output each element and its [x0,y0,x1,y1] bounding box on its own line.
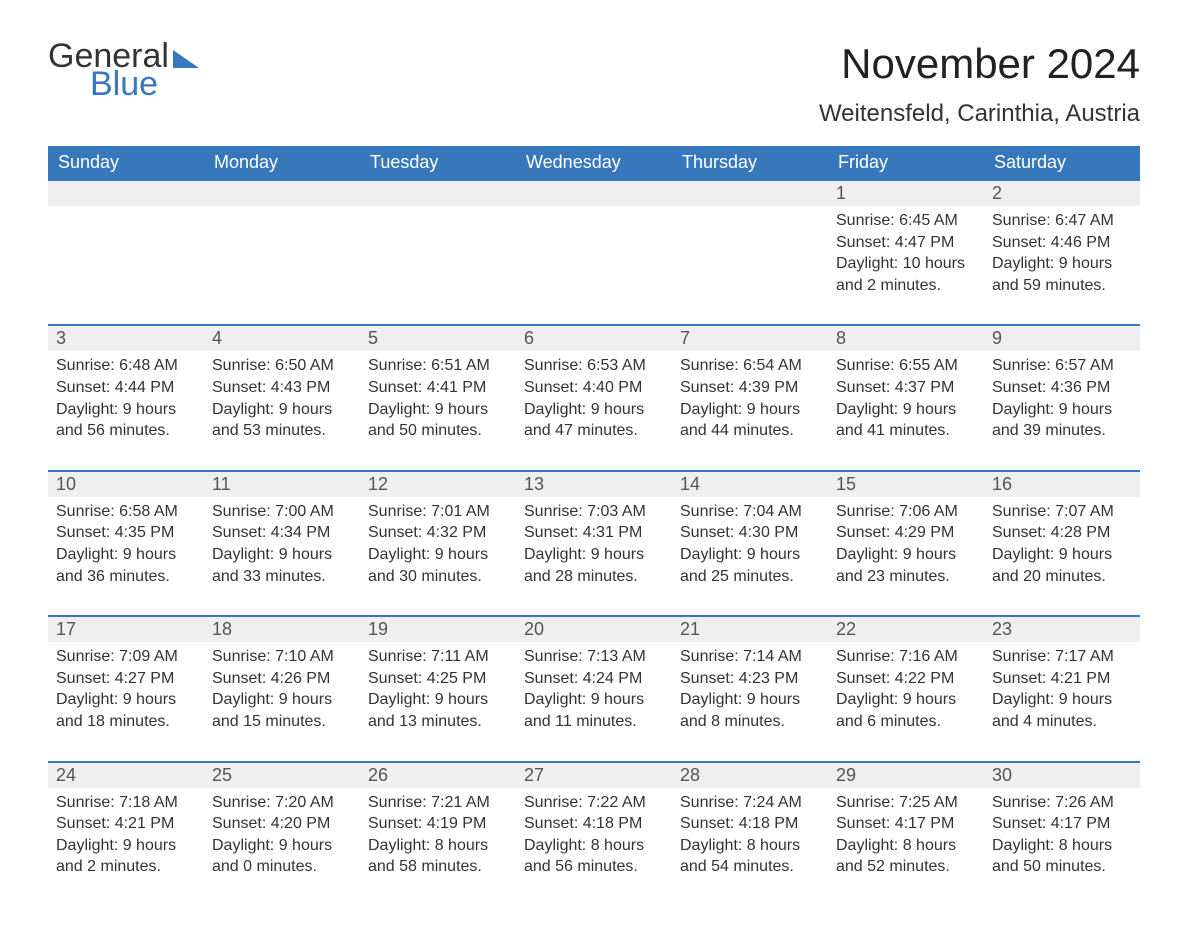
day-number: 6 [516,325,672,351]
day-detail: Sunrise: 7:03 AMSunset: 4:31 PMDaylight:… [516,497,672,616]
day-detail: Sunrise: 6:57 AMSunset: 4:36 PMDaylight:… [984,351,1140,470]
day-detail: Sunrise: 7:24 AMSunset: 4:18 PMDaylight:… [672,788,828,906]
day-number-row: 10111213141516 [48,471,1140,497]
empty-cell [48,206,204,325]
day-detail: Sunrise: 7:18 AMSunset: 4:21 PMDaylight:… [48,788,204,906]
day-number: 13 [516,471,672,497]
day-detail-row: Sunrise: 7:18 AMSunset: 4:21 PMDaylight:… [48,788,1140,906]
day-number: 24 [48,762,204,788]
day-number: 22 [828,616,984,642]
day-detail: Sunrise: 7:04 AMSunset: 4:30 PMDaylight:… [672,497,828,616]
day-detail: Sunrise: 6:51 AMSunset: 4:41 PMDaylight:… [360,351,516,470]
day-detail: Sunrise: 7:00 AMSunset: 4:34 PMDaylight:… [204,497,360,616]
empty-cell [204,206,360,325]
day-detail-row: Sunrise: 7:09 AMSunset: 4:27 PMDaylight:… [48,642,1140,761]
day-detail: Sunrise: 6:55 AMSunset: 4:37 PMDaylight:… [828,351,984,470]
header: General Blue November 2024 Weitensfeld, … [48,40,1140,128]
day-detail: Sunrise: 7:20 AMSunset: 4:20 PMDaylight:… [204,788,360,906]
day-number: 3 [48,325,204,351]
day-detail: Sunrise: 7:14 AMSunset: 4:23 PMDaylight:… [672,642,828,761]
day-detail: Sunrise: 6:50 AMSunset: 4:43 PMDaylight:… [204,351,360,470]
day-number: 18 [204,616,360,642]
day-number: 26 [360,762,516,788]
empty-cell [516,180,672,206]
day-number: 11 [204,471,360,497]
day-header-row: SundayMondayTuesdayWednesdayThursdayFrid… [48,146,1140,180]
empty-cell [672,180,828,206]
day-header: Wednesday [516,146,672,180]
day-number: 17 [48,616,204,642]
day-header: Monday [204,146,360,180]
day-number: 10 [48,471,204,497]
day-number: 2 [984,180,1140,206]
day-detail-row: Sunrise: 6:48 AMSunset: 4:44 PMDaylight:… [48,351,1140,470]
empty-cell [360,206,516,325]
day-number: 20 [516,616,672,642]
day-detail: Sunrise: 7:01 AMSunset: 4:32 PMDaylight:… [360,497,516,616]
day-detail: Sunrise: 7:25 AMSunset: 4:17 PMDaylight:… [828,788,984,906]
day-number: 12 [360,471,516,497]
day-detail: Sunrise: 7:13 AMSunset: 4:24 PMDaylight:… [516,642,672,761]
day-detail-row: Sunrise: 6:45 AMSunset: 4:47 PMDaylight:… [48,206,1140,325]
day-detail: Sunrise: 7:10 AMSunset: 4:26 PMDaylight:… [204,642,360,761]
day-detail: Sunrise: 6:58 AMSunset: 4:35 PMDaylight:… [48,497,204,616]
day-detail: Sunrise: 7:06 AMSunset: 4:29 PMDaylight:… [828,497,984,616]
day-number-row: 24252627282930 [48,762,1140,788]
day-detail: Sunrise: 7:17 AMSunset: 4:21 PMDaylight:… [984,642,1140,761]
day-number: 19 [360,616,516,642]
day-number: 30 [984,762,1140,788]
day-header: Sunday [48,146,204,180]
day-detail: Sunrise: 6:47 AMSunset: 4:46 PMDaylight:… [984,206,1140,325]
day-number: 16 [984,471,1140,497]
empty-cell [516,206,672,325]
location: Weitensfeld, Carinthia, Austria [819,100,1140,128]
day-number: 7 [672,325,828,351]
calendar-table: SundayMondayTuesdayWednesdayThursdayFrid… [48,146,1140,906]
day-header: Thursday [672,146,828,180]
month-title: November 2024 [819,40,1140,88]
empty-cell [672,206,828,325]
day-detail: Sunrise: 6:45 AMSunset: 4:47 PMDaylight:… [828,206,984,325]
day-detail: Sunrise: 7:22 AMSunset: 4:18 PMDaylight:… [516,788,672,906]
day-detail: Sunrise: 7:21 AMSunset: 4:19 PMDaylight:… [360,788,516,906]
day-number: 27 [516,762,672,788]
day-detail: Sunrise: 7:16 AMSunset: 4:22 PMDaylight:… [828,642,984,761]
day-number: 8 [828,325,984,351]
day-number: 28 [672,762,828,788]
day-detail: Sunrise: 6:48 AMSunset: 4:44 PMDaylight:… [48,351,204,470]
day-number: 1 [828,180,984,206]
day-header: Saturday [984,146,1140,180]
empty-cell [48,180,204,206]
day-detail: Sunrise: 7:11 AMSunset: 4:25 PMDaylight:… [360,642,516,761]
logo-triangle-icon [173,50,199,68]
logo-word-blue: Blue [90,68,199,100]
day-number: 29 [828,762,984,788]
title-block: November 2024 Weitensfeld, Carinthia, Au… [819,40,1140,128]
day-number-row: 3456789 [48,325,1140,351]
day-number: 15 [828,471,984,497]
day-number: 9 [984,325,1140,351]
day-number: 25 [204,762,360,788]
empty-cell [204,180,360,206]
day-number: 14 [672,471,828,497]
day-number: 21 [672,616,828,642]
day-detail: Sunrise: 6:54 AMSunset: 4:39 PMDaylight:… [672,351,828,470]
day-number: 23 [984,616,1140,642]
day-number-row: 17181920212223 [48,616,1140,642]
day-detail: Sunrise: 7:26 AMSunset: 4:17 PMDaylight:… [984,788,1140,906]
day-number: 4 [204,325,360,351]
day-number-row: 12 [48,180,1140,206]
day-detail: Sunrise: 7:09 AMSunset: 4:27 PMDaylight:… [48,642,204,761]
empty-cell [360,180,516,206]
day-detail-row: Sunrise: 6:58 AMSunset: 4:35 PMDaylight:… [48,497,1140,616]
day-header: Tuesday [360,146,516,180]
day-detail: Sunrise: 6:53 AMSunset: 4:40 PMDaylight:… [516,351,672,470]
logo: General Blue [48,40,199,101]
day-detail: Sunrise: 7:07 AMSunset: 4:28 PMDaylight:… [984,497,1140,616]
day-number: 5 [360,325,516,351]
day-header: Friday [828,146,984,180]
